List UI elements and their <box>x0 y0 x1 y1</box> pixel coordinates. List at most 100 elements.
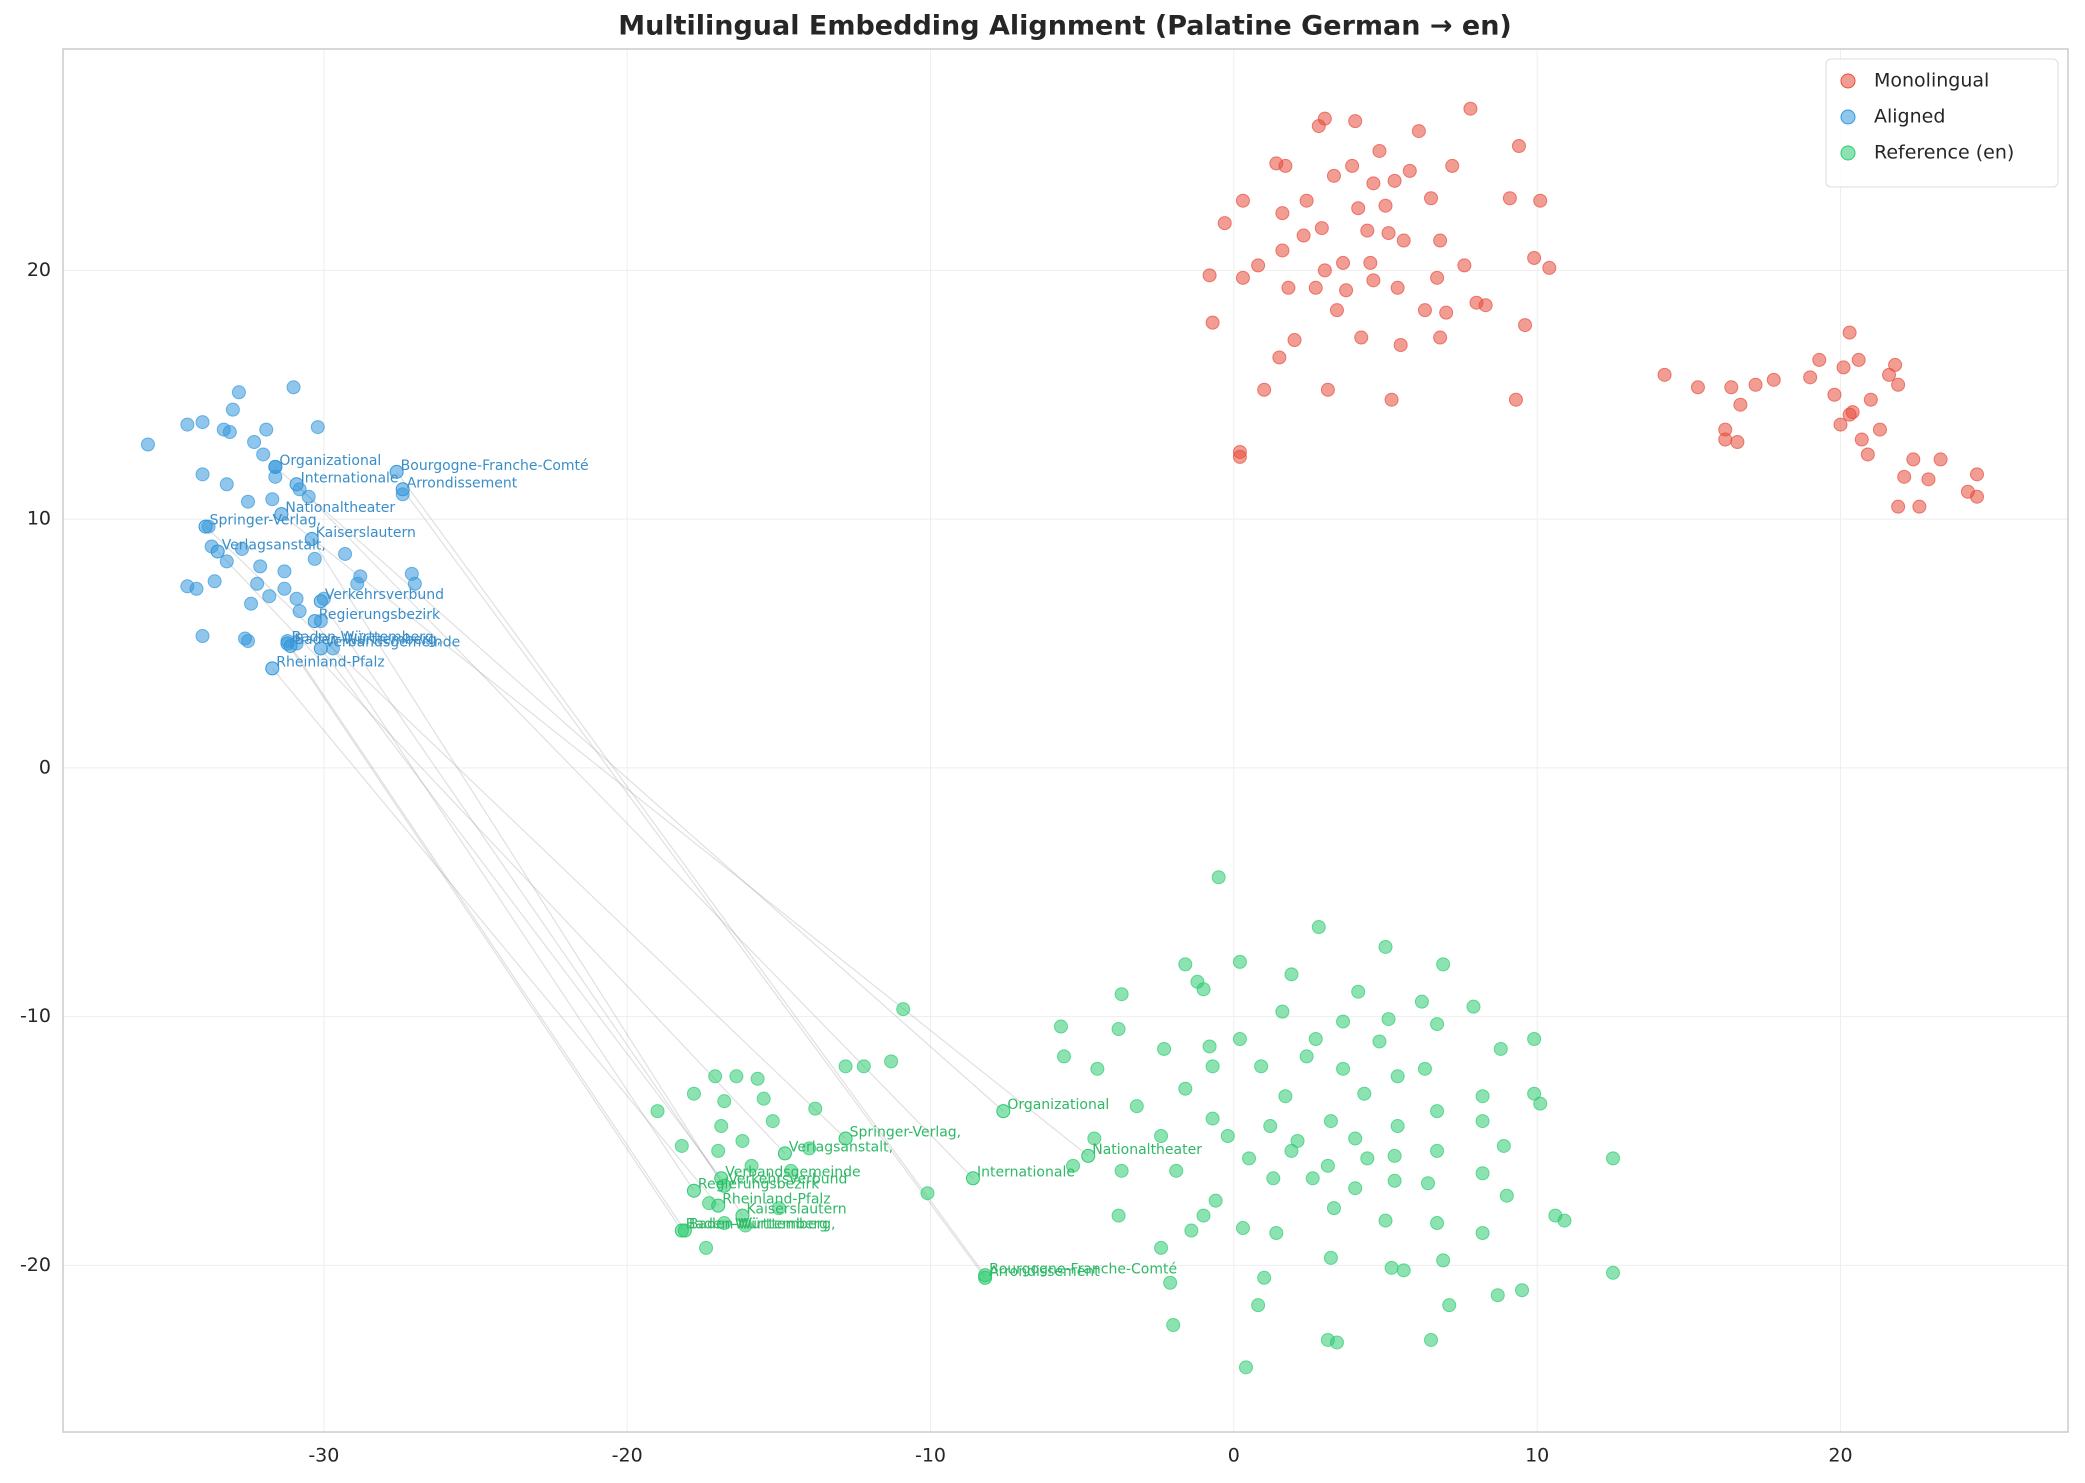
point <box>1163 1275 1178 1290</box>
reference-point <box>978 1270 993 1285</box>
point <box>896 1002 911 1017</box>
point <box>1090 1061 1105 1076</box>
point <box>1317 111 1332 126</box>
point <box>1466 999 1481 1014</box>
reference-label: Springer-Verlag, <box>850 1124 962 1140</box>
point <box>686 1086 701 1101</box>
point <box>219 554 234 569</box>
reference-label: Nationaltheater <box>1092 1142 1202 1158</box>
point <box>1433 330 1448 345</box>
aligned-label: Organizational <box>279 453 381 469</box>
point <box>1475 1089 1490 1104</box>
point <box>1360 1151 1375 1166</box>
point <box>1066 1158 1081 1173</box>
reference-label: Verlagsanstalt, <box>789 1139 893 1155</box>
reference-label: Verbandsgemeinde <box>725 1164 860 1180</box>
legend-label: Reference (en) <box>1874 142 2014 164</box>
aligned-label: Baden-Württemberg <box>291 629 433 645</box>
legend: Monolingual Aligned Reference (en) <box>1825 58 2059 188</box>
point <box>765 1114 780 1129</box>
point <box>1433 233 1448 248</box>
y-tick-label: 20 <box>27 259 51 281</box>
point <box>1257 1270 1272 1285</box>
point <box>180 579 195 594</box>
point <box>1424 191 1439 206</box>
point <box>1475 1166 1490 1181</box>
point <box>1527 250 1542 265</box>
point <box>1287 333 1302 348</box>
point <box>1178 1081 1193 1096</box>
point <box>1733 397 1748 412</box>
point <box>1812 352 1827 367</box>
point <box>1863 392 1878 407</box>
point <box>1251 258 1266 273</box>
point <box>1196 982 1211 997</box>
point <box>1499 1188 1514 1203</box>
point <box>262 589 277 604</box>
alignment-links <box>205 466 1089 1279</box>
point <box>674 1138 689 1153</box>
point <box>1278 158 1293 173</box>
x-tick-label: -10 <box>915 1445 946 1467</box>
legend-box <box>1825 58 2059 188</box>
grid <box>63 49 2068 1432</box>
point <box>1087 1131 1102 1146</box>
point <box>1912 499 1927 514</box>
point <box>1430 270 1445 285</box>
point <box>1166 1318 1181 1333</box>
legend-label: Aligned <box>1874 106 1945 128</box>
point <box>1299 193 1314 208</box>
point <box>353 569 368 584</box>
point <box>1533 1096 1548 1111</box>
point <box>1157 1041 1172 1056</box>
point <box>1478 298 1493 313</box>
aligned-label: Nationaltheater <box>285 500 395 516</box>
point <box>1263 1119 1278 1134</box>
point <box>292 604 307 619</box>
point <box>1836 360 1851 375</box>
point <box>1299 1049 1314 1064</box>
point <box>1232 1031 1247 1046</box>
point <box>1254 1059 1269 1074</box>
point <box>1803 370 1818 385</box>
point <box>1378 939 1393 954</box>
point <box>1387 1148 1402 1163</box>
point <box>771 1201 786 1216</box>
point <box>1417 303 1432 318</box>
point <box>1257 382 1272 397</box>
point <box>1533 193 1548 208</box>
point <box>1202 268 1217 283</box>
point <box>750 1071 765 1086</box>
point <box>1475 1226 1490 1241</box>
alignment-link <box>289 645 686 1231</box>
point <box>1311 920 1326 935</box>
point <box>253 559 268 574</box>
point <box>1281 280 1296 295</box>
aligned-label: Verlagsanstalt, <box>222 537 326 553</box>
point <box>1053 1019 1068 1034</box>
point <box>1872 422 1887 437</box>
aligned-label: Kaiserslautern <box>316 525 416 541</box>
point <box>1854 432 1869 447</box>
point <box>407 576 422 591</box>
reference-label: Internationale <box>977 1164 1075 1180</box>
reference-point <box>735 1208 750 1223</box>
point <box>1196 1208 1211 1223</box>
point <box>808 1101 823 1116</box>
reference-point <box>711 1198 726 1213</box>
aligned-label: Internationale <box>301 470 399 486</box>
point <box>884 1054 899 1069</box>
reference-point <box>686 1183 701 1198</box>
point <box>1390 280 1405 295</box>
point <box>277 581 292 596</box>
point <box>1372 143 1387 158</box>
point <box>1326 168 1341 183</box>
reference-label: Rheinland-Pfalz <box>722 1192 830 1208</box>
point <box>1205 1059 1220 1074</box>
alignment-link <box>271 667 719 1207</box>
point <box>708 1069 723 1084</box>
aligned-point <box>198 519 213 534</box>
point <box>1232 449 1247 464</box>
point <box>1211 870 1226 885</box>
point <box>256 447 271 462</box>
